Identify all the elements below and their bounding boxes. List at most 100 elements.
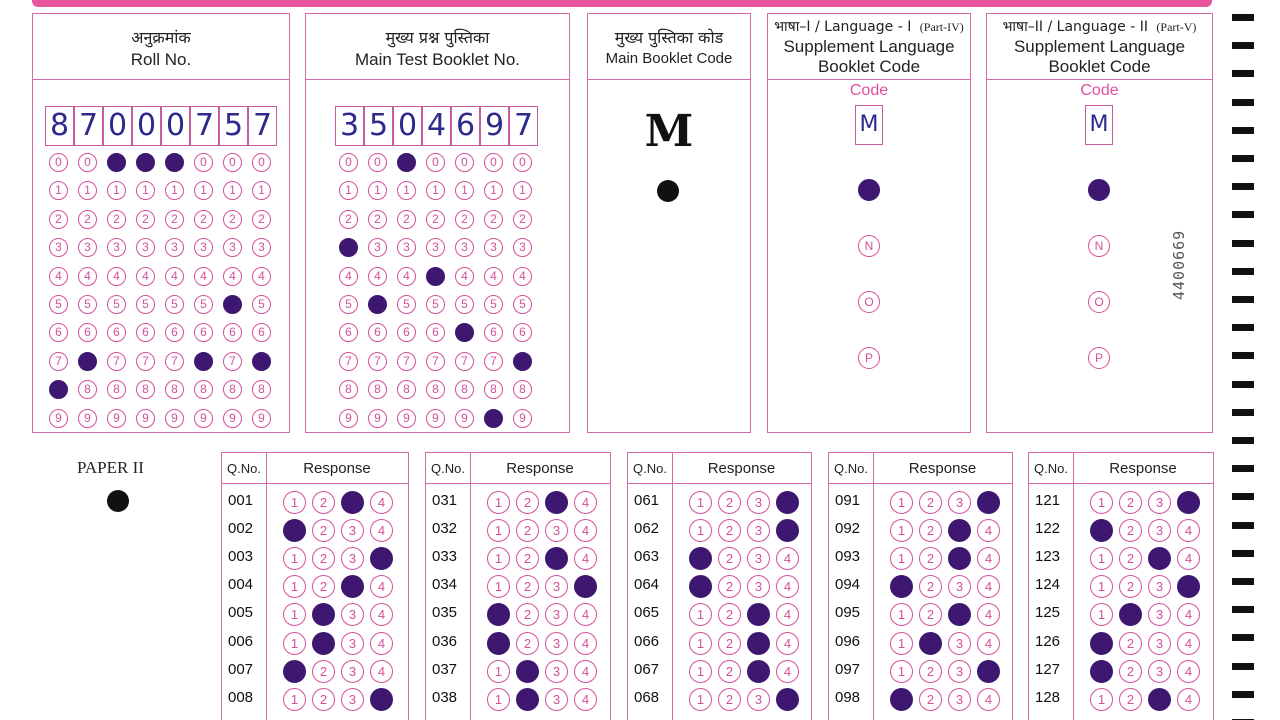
roll-digit-bubble[interactable]: 4 [194, 266, 213, 286]
answer-bubble[interactable]: 3 [1148, 519, 1171, 543]
answer-bubble[interactable]: 2 [516, 547, 539, 571]
answer-bubble[interactable]: 3 [341, 603, 364, 627]
answer-bubble[interactable]: 2 [1119, 575, 1142, 599]
answer-bubble[interactable]: 4 [574, 519, 597, 543]
booklet-digit-bubble[interactable]: 9 [339, 408, 358, 428]
answer-bubble[interactable]: 4 [1177, 519, 1200, 543]
answer-bubble[interactable]: 4 [977, 631, 1000, 655]
booklet-digit-bubble[interactable]: 0 [397, 153, 416, 172]
answer-bubble[interactable]: 1 [487, 547, 510, 571]
answer-bubble[interactable]: 1 [283, 687, 306, 711]
answer-bubble[interactable]: 2 [718, 659, 741, 683]
booklet-digit-bubble[interactable]: 1 [513, 181, 532, 201]
answer-bubble[interactable]: 4 [574, 491, 597, 514]
roll-digit-bubble[interactable]: 6 [165, 323, 184, 343]
booklet-digit-bubble[interactable]: 3 [455, 238, 474, 258]
roll-digit-bubble[interactable]: 3 [107, 238, 126, 258]
answer-bubble[interactable]: 2 [312, 491, 335, 514]
answer-bubble[interactable]: 4 [1177, 631, 1200, 655]
answer-bubble[interactable]: 2 [1119, 659, 1142, 683]
answer-bubble[interactable]: 3 [948, 687, 971, 711]
roll-digit-bubble[interactable]: 4 [252, 266, 271, 286]
answer-bubble[interactable]: 4 [1177, 687, 1200, 711]
answer-bubble[interactable]: 1 [487, 631, 510, 655]
booklet-digit-bubble[interactable]: 0 [455, 153, 474, 172]
booklet-digit-bubble[interactable]: 6 [484, 323, 503, 343]
answer-bubble[interactable]: 1 [890, 659, 913, 683]
answer-bubble[interactable]: 1 [283, 631, 306, 655]
roll-digit-bubble[interactable]: 4 [165, 266, 184, 286]
roll-digit-bubble[interactable]: 4 [49, 266, 68, 286]
answer-bubble[interactable]: 2 [919, 631, 942, 655]
answer-bubble[interactable]: 4 [977, 603, 1000, 627]
answer-bubble[interactable]: 3 [948, 519, 971, 543]
answer-bubble[interactable]: 3 [341, 519, 364, 543]
answer-bubble[interactable]: 4 [370, 659, 393, 683]
answer-bubble[interactable]: 1 [1090, 659, 1113, 683]
answer-bubble[interactable]: 4 [776, 547, 799, 571]
answer-bubble[interactable]: 4 [370, 519, 393, 543]
booklet-digit-bubble[interactable]: 6 [397, 323, 416, 343]
roll-digit-bubble[interactable]: 3 [194, 238, 213, 258]
answer-bubble[interactable]: 1 [689, 631, 712, 655]
answer-bubble[interactable]: 3 [1148, 659, 1171, 683]
booklet-digit-bubble[interactable]: 9 [484, 408, 503, 428]
roll-digit-bubble[interactable]: 1 [49, 181, 68, 201]
booklet-digit-bubble[interactable]: 8 [397, 380, 416, 400]
booklet-digit-bubble[interactable]: 2 [455, 209, 474, 229]
roll-digit-bubble[interactable]: 1 [136, 181, 155, 201]
roll-digit-bubble[interactable]: 1 [252, 181, 271, 201]
answer-bubble[interactable]: 3 [747, 659, 770, 683]
answer-bubble[interactable]: 1 [890, 547, 913, 571]
answer-bubble[interactable]: 4 [1177, 547, 1200, 571]
answer-bubble[interactable]: 1 [487, 687, 510, 711]
roll-digit-bubble[interactable]: 7 [49, 351, 68, 371]
answer-bubble[interactable]: 2 [718, 631, 741, 655]
answer-bubble[interactable]: 1 [890, 631, 913, 655]
booklet-digit-bubble[interactable]: 8 [339, 380, 358, 400]
answer-bubble[interactable]: 3 [948, 575, 971, 599]
language-1-option-bubble[interactable]: P [858, 347, 880, 369]
answer-bubble[interactable]: 1 [1090, 603, 1113, 627]
roll-digit-bubble[interactable]: 8 [49, 380, 68, 400]
booklet-digit-bubble[interactable]: 8 [368, 380, 387, 400]
roll-digit-bubble[interactable]: 6 [49, 323, 68, 343]
answer-bubble[interactable]: 1 [890, 491, 913, 514]
booklet-digit-bubble[interactable]: 1 [368, 181, 387, 201]
answer-bubble[interactable]: 2 [919, 547, 942, 571]
booklet-digit-bubble[interactable]: 3 [397, 238, 416, 258]
roll-digit-bubble[interactable]: 5 [223, 295, 242, 314]
roll-digit-bubble[interactable]: 0 [223, 153, 242, 172]
answer-bubble[interactable]: 1 [283, 491, 306, 514]
language-1-option-bubble[interactable]: N [858, 235, 880, 257]
answer-bubble[interactable]: 4 [370, 603, 393, 627]
roll-digit-bubble[interactable]: 9 [223, 408, 242, 428]
answer-bubble[interactable]: 1 [487, 603, 510, 627]
booklet-digit-bubble[interactable]: 0 [513, 153, 532, 172]
booklet-digit-bubble[interactable]: 8 [513, 380, 532, 400]
answer-bubble[interactable]: 1 [1090, 575, 1113, 599]
booklet-digit-bubble[interactable]: 3 [368, 238, 387, 258]
booklet-digit-bubble[interactable]: 9 [455, 408, 474, 428]
roll-digit-bubble[interactable]: 6 [194, 323, 213, 343]
answer-bubble[interactable]: 1 [689, 547, 712, 571]
answer-bubble[interactable]: 2 [516, 687, 539, 711]
answer-bubble[interactable]: 4 [574, 631, 597, 655]
answer-bubble[interactable]: 4 [776, 603, 799, 627]
booklet-digit-bubble[interactable]: 6 [513, 323, 532, 343]
booklet-digit-bubble[interactable]: 4 [513, 266, 532, 286]
answer-bubble[interactable]: 3 [747, 491, 770, 514]
booklet-digit-bubble[interactable]: 1 [426, 181, 445, 201]
booklet-digit-bubble[interactable]: 2 [426, 209, 445, 229]
answer-bubble[interactable]: 4 [776, 519, 799, 543]
booklet-digit-bubble[interactable]: 7 [426, 351, 445, 371]
roll-digit-bubble[interactable]: 0 [165, 153, 184, 172]
booklet-digit-bubble[interactable]: 0 [339, 153, 358, 172]
roll-digit-bubble[interactable]: 9 [49, 408, 68, 428]
answer-bubble[interactable]: 2 [312, 603, 335, 627]
answer-bubble[interactable]: 1 [283, 659, 306, 683]
roll-digit-bubble[interactable]: 5 [194, 295, 213, 314]
roll-digit-bubble[interactable]: 2 [165, 209, 184, 229]
answer-bubble[interactable]: 2 [919, 603, 942, 627]
booklet-digit-bubble[interactable]: 7 [339, 351, 358, 371]
